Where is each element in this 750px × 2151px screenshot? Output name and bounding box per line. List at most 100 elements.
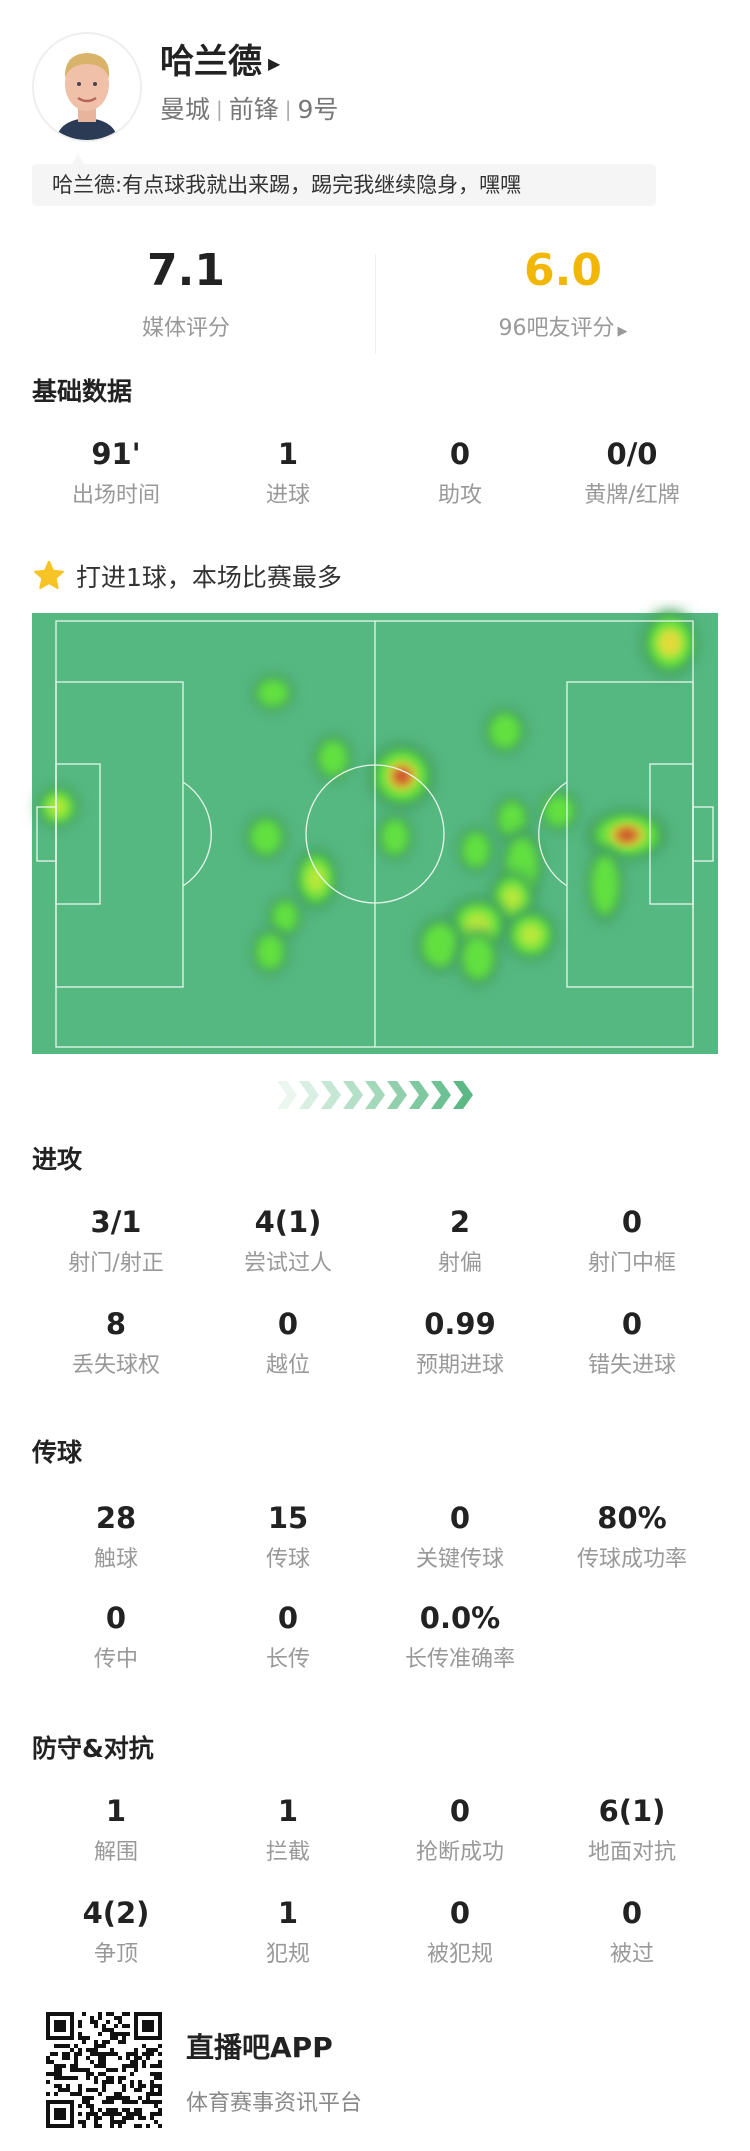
highlight-text: 打进1球，本场比赛最多 (76, 563, 342, 592)
section-title-attack: 进攻 (32, 1145, 83, 1174)
stat-value: 4(2) (82, 1896, 150, 1930)
stat-label: 抢断成功 (415, 1840, 504, 1865)
player-avatar[interactable] (32, 32, 142, 142)
stat-label: 传球成功率 (576, 1547, 687, 1572)
heat-spot (381, 819, 409, 855)
stat-value: 91' (91, 437, 141, 471)
chevron-right-icon (277, 1081, 297, 1109)
heat-spot (462, 832, 490, 868)
qr-code[interactable] (46, 2012, 162, 2128)
stat-label: 尝试过人 (243, 1251, 332, 1276)
heat-spot (48, 797, 68, 817)
attack-direction-arrows (277, 1081, 473, 1109)
stat-value: 1 (277, 437, 299, 471)
caret-right-icon: ▶ (268, 54, 281, 73)
heatmap-pitch (32, 610, 718, 1109)
chevron-right-icon (321, 1081, 341, 1109)
heat-spot (256, 934, 284, 970)
right-penalty-arc (538, 781, 568, 887)
separator: | (284, 97, 292, 121)
stat-value: 4(1) (254, 1205, 322, 1239)
stat-label: 长传准确率 (404, 1647, 515, 1672)
stat-label: 错失进球 (587, 1353, 676, 1378)
stat-value: 6(1) (598, 1794, 666, 1828)
stat-attack-7: 0 错失进球 (546, 1307, 718, 1379)
stat-label: 传球 (265, 1547, 310, 1572)
chevron-right-icon (299, 1081, 319, 1109)
stat-passing-3: 80% 传球成功率 (546, 1501, 718, 1573)
stat-label: 解围 (93, 1840, 138, 1865)
chevron-right-icon (431, 1081, 451, 1109)
stat-passing-4: 0 传中 (30, 1601, 202, 1673)
stat-value: 1 (105, 1794, 127, 1828)
stat-label: 出场时间 (71, 483, 160, 508)
stat-value: 2 (449, 1205, 471, 1239)
stat-label: 越位 (265, 1353, 310, 1378)
left-penalty-arc (182, 781, 212, 887)
heat-spot (257, 679, 289, 707)
heat-spot (498, 801, 526, 837)
stat-defense-3: 6(1) 地面对抗 (546, 1794, 718, 1866)
highlight-line: 打进1球，本场比赛最多 (32, 558, 342, 594)
stat-defense-0: 1 解围 (30, 1794, 202, 1866)
media-rating-label: 媒体评分 (141, 316, 230, 341)
heat-spot (615, 828, 639, 842)
stat-label: 长传 (265, 1647, 310, 1672)
stat-value: 0.99 (424, 1307, 496, 1341)
fan-rating[interactable]: 6.0 96吧友评分 ▶ (413, 246, 713, 342)
heat-spot (318, 740, 348, 776)
team-name: 曼城 (160, 95, 211, 124)
stat-value: 15 (267, 1501, 309, 1535)
center-circle (305, 764, 445, 904)
stat-attack-6: 0.99 预期进球 (374, 1307, 546, 1379)
player-quote-bubble: 哈兰德:有点球我就出来踢，踢完我继续隐身，嘿嘿 (32, 154, 656, 206)
chevron-right-icon (343, 1081, 363, 1109)
chevron-right-icon (409, 1081, 429, 1109)
stat-value: 0.0% (419, 1601, 501, 1635)
stat-value: 1 (277, 1896, 299, 1930)
shirt-number: 9号 (297, 95, 339, 124)
stat-basic-2: 0 助攻 (374, 437, 546, 509)
stat-attack-3: 0 射门中框 (546, 1205, 718, 1277)
stat-passing-1: 15 传球 (202, 1501, 374, 1573)
stat-value: 0/0 (606, 437, 658, 471)
stat-value: 8 (105, 1307, 127, 1341)
player-name-text: 哈兰德 (160, 42, 262, 82)
heat-spot (519, 923, 543, 947)
stat-passing-2: 0 关键传球 (374, 1501, 546, 1573)
stat-defense-4: 4(2) 争顶 (30, 1896, 202, 1968)
stat-label: 进球 (265, 483, 310, 508)
stat-value: 0 (621, 1205, 643, 1239)
chevron-right-icon (387, 1081, 407, 1109)
right-goal (692, 806, 714, 862)
left-goal (36, 806, 57, 862)
fan-rating-value: 6.0 (524, 245, 602, 296)
heat-spot (591, 855, 619, 915)
heatmap-layer (38, 610, 698, 986)
stat-passing-6: 0.0% 长传准确率 (374, 1601, 546, 1673)
heat-spot (392, 766, 412, 786)
stat-defense-7: 0 被过 (546, 1896, 718, 1968)
heat-spot (250, 819, 282, 855)
pitch-lines (36, 620, 714, 1048)
separator: | (216, 97, 223, 121)
heat-spot (501, 885, 523, 913)
stat-passing-0: 28 触球 (30, 1501, 202, 1573)
stat-label: 关键传球 (415, 1547, 504, 1572)
media-rating: 7.1 媒体评分 (36, 246, 336, 342)
star-icon (34, 560, 64, 589)
player-name[interactable]: 哈兰德 ▶ (160, 34, 280, 83)
stat-defense-1: 1 拦截 (202, 1794, 374, 1866)
stat-value: 0 (449, 1501, 471, 1535)
section-title-passing: 传球 (32, 1438, 83, 1467)
stat-passing-5: 0 长传 (202, 1601, 374, 1673)
heat-spot (422, 923, 458, 967)
stat-label: 犯规 (265, 1942, 310, 1967)
stat-value: 0 (277, 1307, 299, 1341)
stat-label: 传中 (93, 1647, 138, 1672)
section-title-defense: 防守&对抗 (32, 1734, 154, 1763)
heat-spot (462, 936, 494, 980)
stat-label: 触球 (93, 1547, 138, 1572)
stat-value: 80% (597, 1501, 667, 1535)
stat-label: 拦截 (265, 1840, 310, 1865)
